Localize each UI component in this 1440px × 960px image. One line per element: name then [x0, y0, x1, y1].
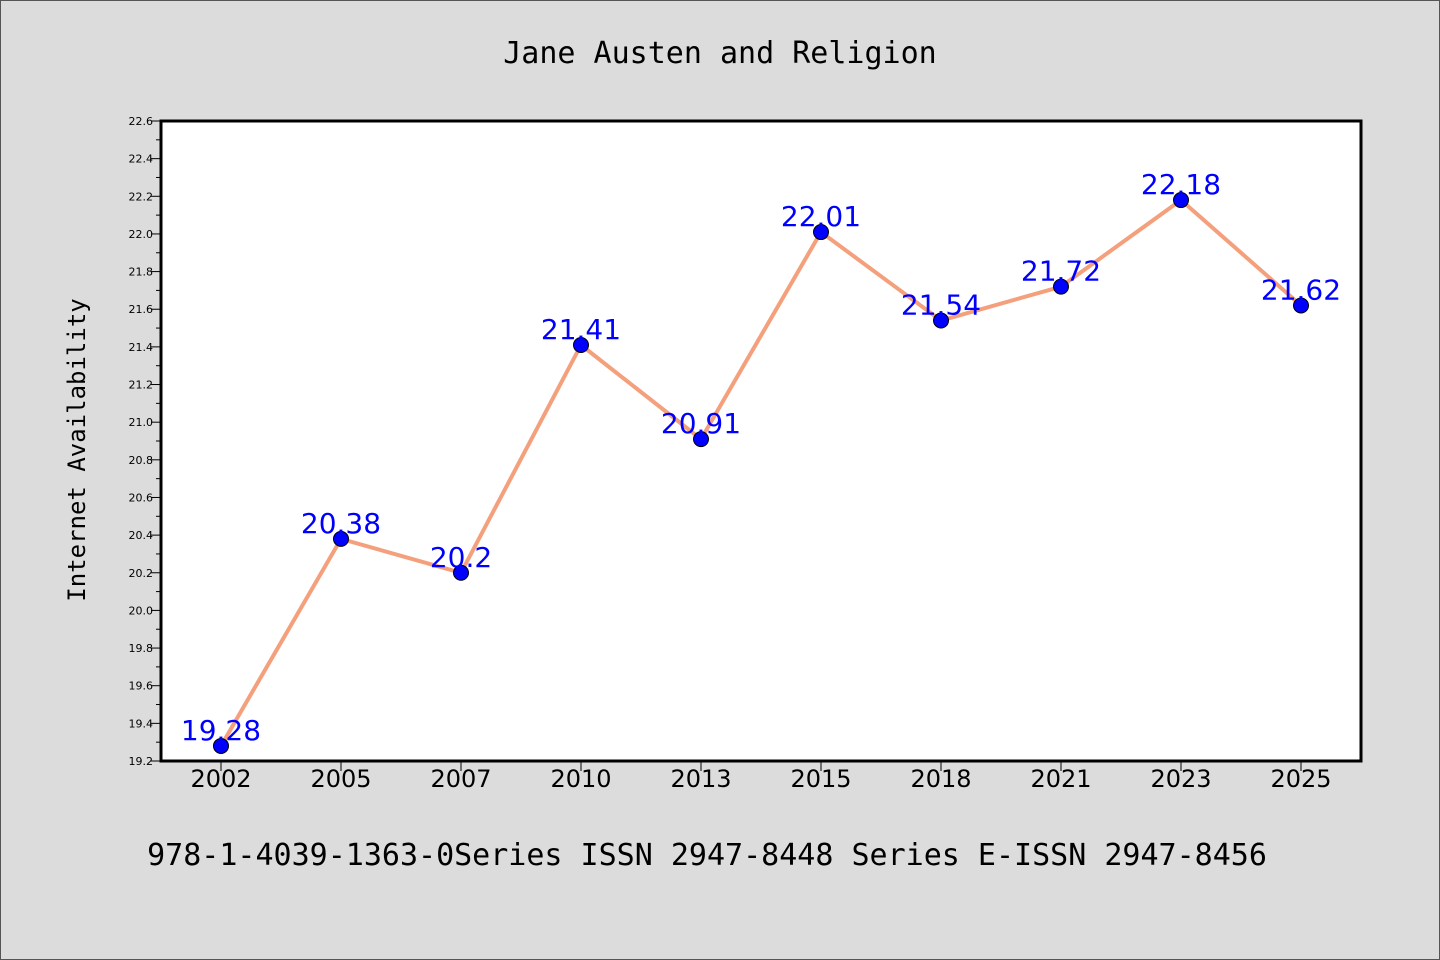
- data-label: 20.38: [301, 507, 381, 540]
- y-axis-label: Internet Availability: [63, 298, 91, 601]
- data-point: [933, 312, 949, 329]
- series-line: [219, 198, 1303, 747]
- x-tick-label: 2010: [550, 765, 611, 793]
- data-label: 21.54: [901, 289, 981, 322]
- data-label: 21.41: [541, 313, 621, 346]
- y-tick-label: 22.4: [129, 153, 154, 166]
- data-point: [213, 737, 229, 754]
- data-point: [813, 224, 829, 241]
- y-axis: 19.2 19.4 19.6 19.8 20.0 20.2 20.4 20.6 20.8 21.0…: [129, 115, 161, 768]
- data-point: [453, 564, 469, 581]
- data-point: [333, 530, 349, 547]
- footer-text: 978-1-4039-1363-0Series ISSN 2947-8448 S…: [147, 838, 1267, 873]
- data-label: 21.72: [1021, 255, 1101, 288]
- data-point: [1173, 192, 1189, 209]
- data-label: 21.62: [1261, 273, 1341, 306]
- x-tick-label: 2007: [430, 765, 491, 793]
- x-tick-label: 2005: [310, 765, 371, 793]
- data-label: 22.01: [781, 200, 861, 233]
- x-axis: 2002 2005 2007 2010 2013 2015 2018 2021 2023 2025: [190, 761, 1332, 793]
- y-tick-label: 20.6: [129, 491, 154, 504]
- y-tick-label: 19.8: [129, 642, 154, 655]
- y-tick-label: 21.2: [129, 379, 154, 392]
- y-tick-label: 22.6: [129, 115, 154, 128]
- x-tick-label: 2002: [190, 765, 251, 793]
- y-tick-label: 19.2: [129, 755, 154, 768]
- y-tick-label: 22.0: [129, 228, 154, 241]
- data-label: 22.18: [1141, 168, 1221, 201]
- y-tick-label: 20.2: [129, 567, 154, 580]
- y-tick-label: 21.0: [129, 416, 154, 429]
- x-tick-label: 2021: [1030, 765, 1091, 793]
- x-tick-label: 2018: [910, 765, 971, 793]
- chart-title: Jane Austen and Religion: [503, 36, 936, 71]
- y-tick-label: 20.0: [129, 604, 154, 617]
- y-tick-label: 19.4: [129, 717, 154, 730]
- plot-area: [159, 119, 1363, 763]
- y-tick-label: 22.2: [129, 190, 154, 203]
- y-tick-label: 21.8: [129, 266, 154, 279]
- y-tick-label: 20.8: [129, 454, 154, 467]
- data-label: 20.91: [661, 407, 741, 440]
- y-tick-label: 21.6: [129, 303, 154, 316]
- data-label: 20.2: [430, 541, 492, 574]
- series-group: 19.28 20.38 20.2 21.41 20.91 22.01 21.54 21.72 2…: [181, 168, 1341, 754]
- data-point: [573, 337, 589, 353]
- y-tick-label: 19.6: [129, 680, 154, 693]
- data-label: 19.28: [181, 714, 261, 747]
- data-point: [1053, 278, 1069, 295]
- x-tick-label: 2025: [1270, 765, 1331, 793]
- data-point: [1293, 297, 1309, 314]
- y-tick-label: 20.4: [129, 529, 154, 542]
- y-tick-label: 21.4: [129, 341, 154, 354]
- x-tick-label: 2013: [670, 765, 731, 793]
- data-point: [693, 431, 709, 448]
- x-tick-label: 2023: [1150, 765, 1211, 793]
- x-tick-label: 2015: [790, 765, 851, 793]
